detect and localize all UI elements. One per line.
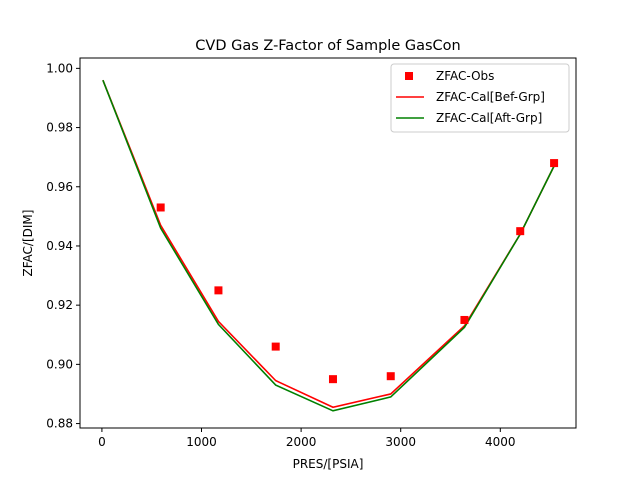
y-axis: 0.88 0.90 0.92 0.94 0.96 0.98 1.00 [46, 61, 80, 431]
x-axis-label: PRES/[PSIA] [293, 457, 364, 471]
y-tick-label: 0.98 [46, 121, 73, 135]
obs-point [550, 159, 559, 168]
obs-point [386, 372, 395, 381]
obs-point [156, 203, 165, 212]
y-axis-label: ZFAC/[DIM] [21, 210, 35, 277]
obs-point [460, 315, 469, 324]
obs-point [516, 227, 525, 236]
x-tick-label: 1000 [186, 435, 217, 449]
legend: ZFAC-Obs ZFAC-Cal[Bef-Grp] ZFAC-Cal[Aft-Gr… [390, 63, 570, 133]
legend-marker [405, 72, 413, 80]
x-tick-label: 2000 [286, 435, 317, 449]
chart-title: CVD Gas Z-Factor of Sample GasCon [195, 38, 460, 54]
x-tick-label: 0 [98, 435, 106, 449]
series-line-2 [102, 79, 555, 412]
x-axis: 0 1000 2000 3000 4000 [98, 428, 516, 449]
y-tick-label: 0.94 [46, 239, 73, 253]
legend-label: ZFAC-Cal[Aft-Grp] [436, 111, 542, 125]
legend-box [390, 63, 570, 133]
y-tick-label: 1.00 [46, 61, 73, 75]
y-tick-label: 0.96 [46, 180, 73, 194]
obs-point [271, 342, 280, 351]
legend-label: ZFAC-Obs [436, 69, 494, 83]
x-tick-label: 3000 [385, 435, 416, 449]
x-tick-label: 4000 [485, 435, 516, 449]
obs-point [214, 286, 223, 295]
legend-label: ZFAC-Cal[Bef-Grp] [436, 90, 545, 104]
obs-point [328, 375, 337, 384]
y-tick-label: 0.92 [46, 298, 73, 312]
y-tick-label: 0.88 [46, 417, 73, 431]
y-tick-label: 0.90 [46, 357, 73, 371]
series-layer [102, 79, 559, 412]
